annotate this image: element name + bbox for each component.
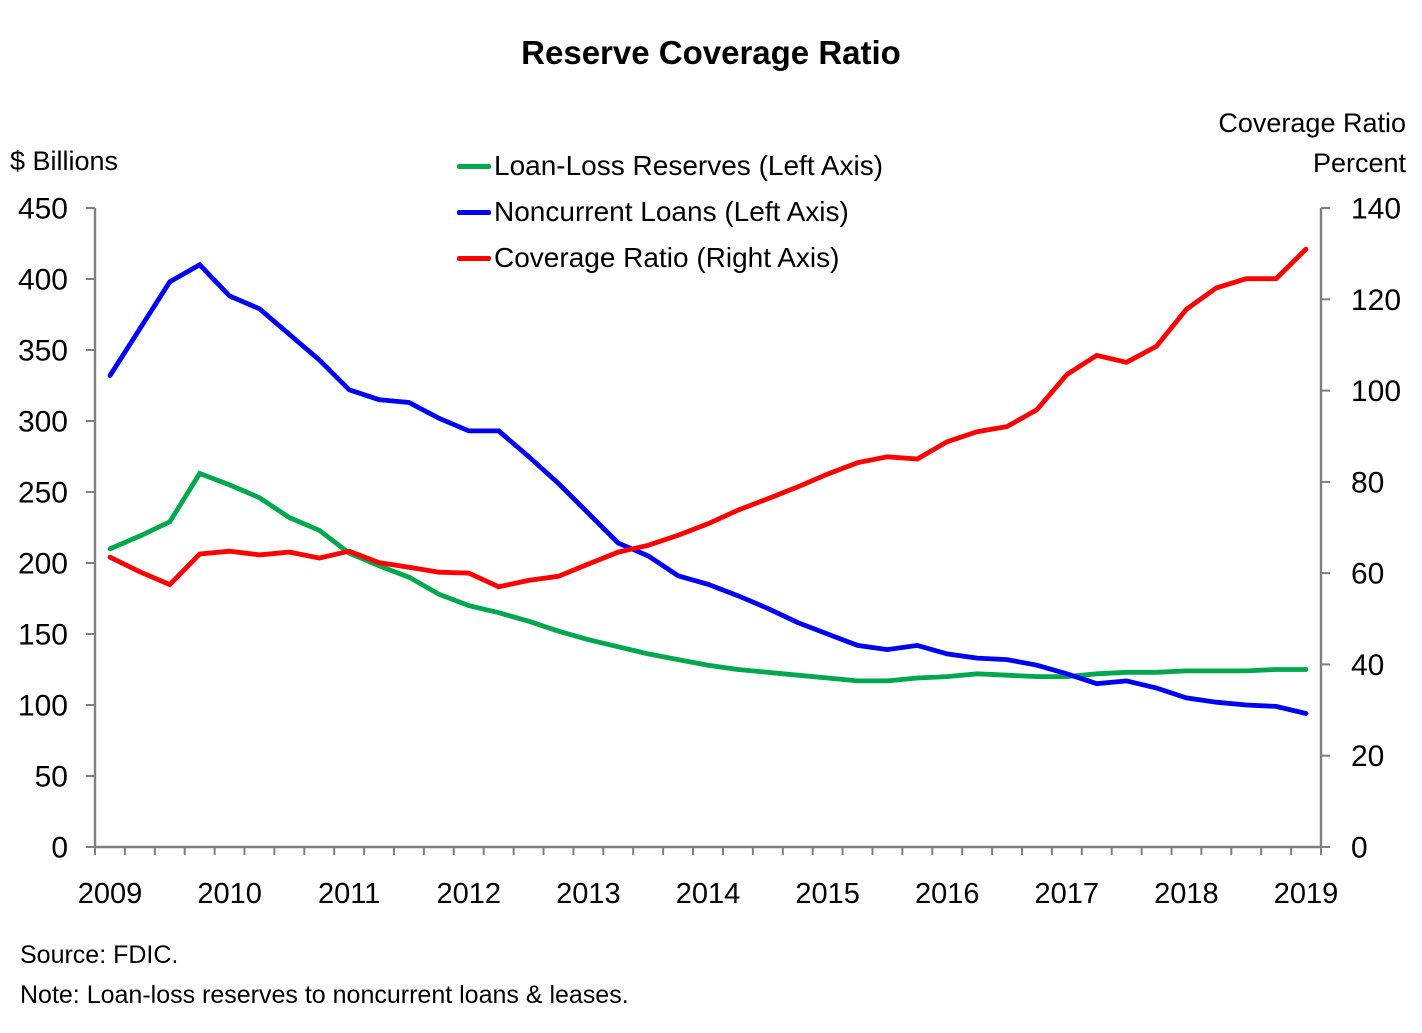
- x-axis-year-label: 2011: [318, 878, 380, 910]
- chart-title: Reserve Coverage Ratio: [521, 34, 901, 71]
- right-axis-unit-line2: Percent: [1312, 148, 1406, 178]
- left-axis-tick-label: 400: [18, 264, 68, 297]
- left-axis-tick-label: 250: [18, 477, 68, 510]
- x-axis-year-label: 2010: [197, 878, 262, 910]
- x-axis-year-label: 2013: [556, 878, 621, 910]
- x-axis-year-label: 2017: [1035, 878, 1100, 910]
- right-axis-tick-label: 140: [1351, 193, 1401, 226]
- series-line-coverage-ratio-right-axis: [107, 246, 1309, 590]
- right-axis-unit-label: Coverage Ratio Percent: [1218, 103, 1406, 183]
- legend: Loan-Loss Reserves (Left Axis) Noncurren…: [457, 143, 883, 281]
- left-axis-tick-label: 450: [18, 193, 68, 226]
- footnote: Note: Loan-loss reserves to noncurrent l…: [20, 981, 629, 1009]
- x-axis-year-label: 2009: [78, 878, 143, 910]
- x-axis-year-label: 2012: [437, 878, 502, 910]
- right-axis-tick-label: 120: [1351, 284, 1401, 317]
- left-axis-tick-label: 200: [18, 548, 68, 581]
- left-axis-tick-label: 350: [18, 335, 68, 368]
- left-axis: 0 50 100 150 200 250 300 350 400 450: [18, 193, 97, 865]
- x-axis: 2009 2010 2011 2012 2013 2014 2015 2016 2017 2018…: [78, 845, 1339, 910]
- legend-label: Loan-Loss Reserves (Left Axis): [494, 150, 884, 181]
- legend-item: Loan-Loss Reserves (Left Axis): [457, 143, 883, 189]
- legend-line-swatch-blue: [457, 209, 491, 215]
- right-axis-tick-label: 40: [1351, 649, 1384, 682]
- right-axis-tick-label: 60: [1351, 558, 1384, 591]
- series-line-loan-loss-reserves-left-axis: [107, 470, 1309, 684]
- left-axis-tick-label: 300: [18, 406, 68, 439]
- left-axis-unit-label: $ Billions: [10, 146, 119, 176]
- right-axis: 0 20 40 60 80 100 120 140: [1319, 193, 1401, 865]
- left-axis-tick-label: 50: [35, 761, 68, 794]
- legend-item: Coverage Ratio (Right Axis): [457, 235, 883, 281]
- legend-item: Noncurrent Loans (Left Axis): [457, 189, 883, 235]
- source-note: Source: FDIC.: [20, 941, 179, 969]
- left-axis-tick-label: 100: [18, 690, 68, 723]
- x-axis-year-label: 2019: [1274, 878, 1339, 910]
- right-axis-tick-label: 0: [1351, 832, 1368, 865]
- legend-line-swatch-green: [457, 163, 491, 169]
- x-axis-year-label: 2015: [795, 878, 860, 910]
- series-line-noncurrent-loans-left-axis: [107, 261, 1309, 716]
- left-axis-tick-label: 150: [18, 619, 68, 652]
- legend-label: Coverage Ratio (Right Axis): [494, 242, 840, 273]
- right-axis-tick-label: 80: [1351, 466, 1384, 499]
- legend-line-swatch-red: [457, 255, 491, 261]
- right-axis-tick-label: 20: [1351, 740, 1384, 773]
- legend-label: Noncurrent Loans (Left Axis): [494, 196, 849, 227]
- right-axis-unit-line1: Coverage Ratio: [1218, 108, 1406, 138]
- x-axis-year-label: 2016: [915, 878, 980, 910]
- x-axis-year-label: 2018: [1154, 878, 1219, 910]
- right-axis-tick-label: 100: [1351, 375, 1401, 408]
- x-axis-year-label: 2014: [676, 878, 741, 910]
- left-axis-tick-label: 0: [51, 832, 68, 865]
